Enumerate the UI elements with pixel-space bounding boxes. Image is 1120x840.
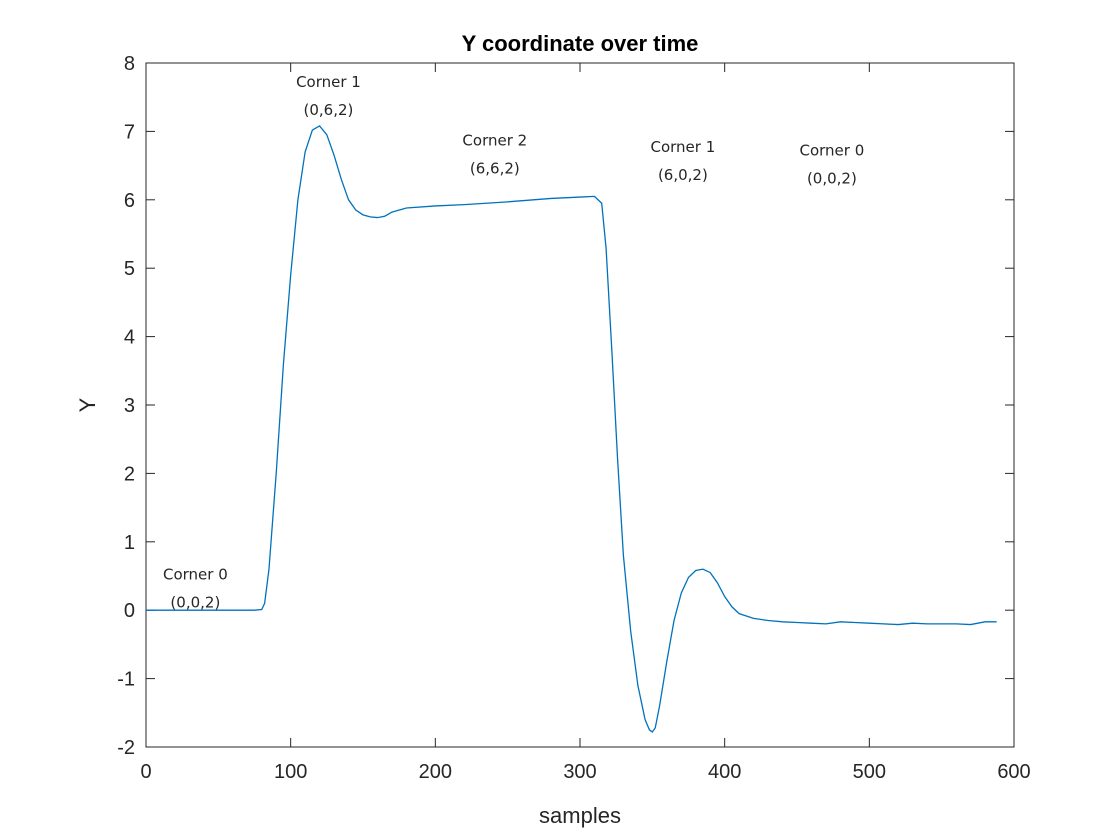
y-tick-label: -1 <box>117 669 135 691</box>
x-tick-label: 600 <box>997 761 1030 783</box>
x-tick-label: 500 <box>853 761 886 783</box>
y-tick-label: 8 <box>124 53 135 75</box>
chart-title: Y coordinate over time <box>462 31 699 56</box>
plot-area <box>145 62 1015 748</box>
x-tick-label: 0 <box>140 761 151 783</box>
y-axis: -2 -1 0 1 2 3 4 5 6 7 8 <box>117 53 1014 759</box>
y-tick-label: 2 <box>124 463 135 485</box>
x-tick-label: 100 <box>274 761 307 783</box>
x-axis: 0 100 200 300 400 500 600 <box>140 63 1031 783</box>
y-tick-label: 6 <box>124 190 135 212</box>
x-tick-label: 300 <box>563 761 596 783</box>
y-axis-label: Y <box>75 397 100 412</box>
annotations: Corner 0 (0,0,2) Corner 1 (0,6,2) Corner 2 (6… <box>163 73 864 611</box>
annotation-coords: (0,0,2) <box>170 594 220 612</box>
annotation-coords: (6,0,2) <box>658 166 708 184</box>
y-tick-label: 1 <box>124 532 135 554</box>
x-axis-label: samples <box>539 803 621 828</box>
y-tick-label: 4 <box>124 327 135 349</box>
y-tick-label: 3 <box>124 395 135 417</box>
annotation-label: Corner 2 <box>462 131 527 149</box>
y-tick-label: 7 <box>124 121 135 143</box>
annotation-coords: (0,6,2) <box>304 101 354 119</box>
y-tick-label: 0 <box>124 600 135 622</box>
annotation-coords: (0,0,2) <box>807 170 857 188</box>
y-tick-label: 5 <box>124 258 135 280</box>
annotation-label: Corner 1 <box>296 73 361 91</box>
x-tick-label: 200 <box>419 761 452 783</box>
annotation-coords: (6,6,2) <box>470 159 520 177</box>
annotation-label: Corner 0 <box>163 566 228 584</box>
x-tick-label: 400 <box>708 761 741 783</box>
annotation-label: Corner 0 <box>800 142 865 160</box>
series-line <box>146 125 997 733</box>
y-tick-label: -2 <box>117 737 135 759</box>
annotation-label: Corner 1 <box>650 138 715 156</box>
